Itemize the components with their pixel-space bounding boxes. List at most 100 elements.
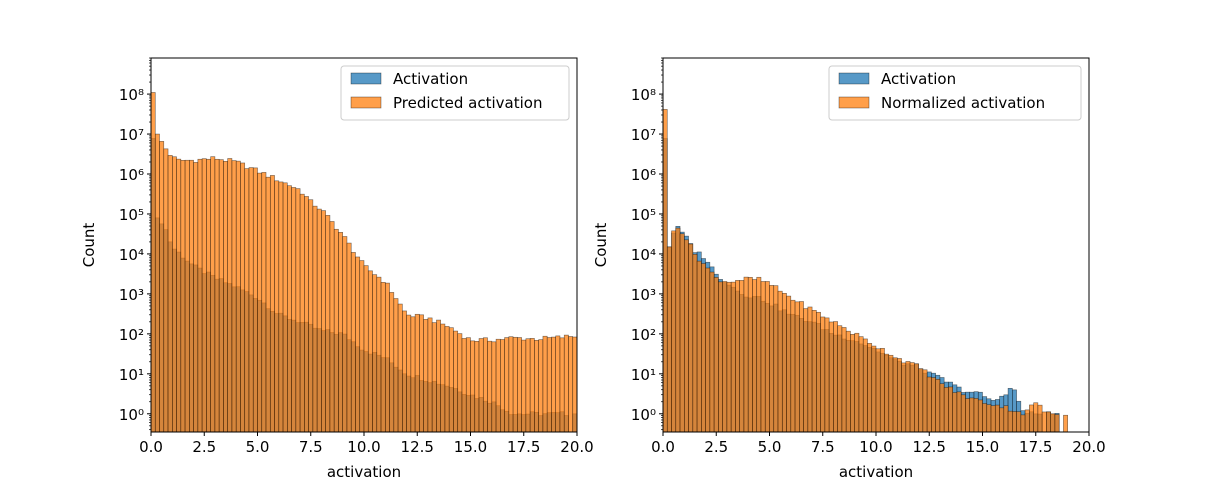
histogram-bar	[512, 336, 518, 433]
histogram-bar	[444, 326, 450, 433]
legend-label: Normalized activation	[881, 94, 1045, 112]
histogram-bar	[312, 205, 318, 433]
histogram-bar	[969, 397, 975, 433]
histogram-bar	[295, 188, 301, 433]
histogram-bar	[210, 156, 216, 433]
y-tick-label: 10²	[119, 326, 144, 344]
histogram-bar	[718, 281, 723, 433]
histogram-bar	[287, 185, 292, 433]
histogram-bar	[461, 338, 467, 433]
histogram-bar	[529, 338, 535, 433]
histogram-bar	[790, 299, 796, 433]
histogram-bar	[662, 109, 668, 433]
histogram-bar	[240, 162, 246, 433]
histogram-bar	[875, 348, 881, 433]
legend-frame	[340, 65, 570, 121]
histogram-bar	[414, 313, 420, 433]
histogram-bar	[189, 159, 194, 433]
histogram-bar	[739, 280, 745, 433]
histogram-bar	[926, 376, 932, 433]
histogram-bar	[764, 281, 770, 433]
histogram-bar	[709, 271, 715, 433]
histogram-bar	[563, 334, 569, 433]
histogram-bar	[252, 167, 258, 433]
histogram-bar	[1024, 409, 1030, 433]
histogram-bar	[376, 276, 382, 433]
histogram-bar	[431, 322, 437, 433]
histogram-bar	[820, 316, 826, 433]
legend-swatch	[838, 96, 870, 109]
histogram-bar	[397, 303, 403, 433]
histogram-bar	[939, 383, 945, 433]
histogram-bar	[1050, 413, 1056, 433]
y-tick-label: 10⁸	[631, 86, 656, 104]
histogram-bar	[214, 158, 220, 433]
histogram-bar	[973, 398, 979, 433]
histogram-bar	[679, 233, 685, 433]
histogram-bar	[828, 321, 834, 433]
histogram-bar	[338, 232, 344, 433]
histogram-bar	[743, 276, 749, 433]
histogram-bar	[329, 221, 335, 433]
legend: Activation Predicted activation	[340, 65, 570, 121]
histogram-bar	[1063, 414, 1068, 433]
histogram-bar	[384, 282, 390, 433]
histogram-bar	[833, 321, 838, 433]
histogram-bar	[705, 267, 711, 433]
histogram-bar	[854, 332, 860, 433]
histogram-bar	[1020, 414, 1026, 433]
histogram-bar	[372, 274, 378, 433]
histogram-bar	[342, 236, 348, 433]
histogram-bar	[692, 253, 698, 433]
histogram-bar	[990, 405, 996, 433]
histogram-bar	[218, 159, 224, 433]
y-tick-label: 10¹	[119, 366, 144, 384]
histogram-bar	[799, 301, 804, 433]
histogram-bar	[389, 292, 395, 433]
histogram-bar	[261, 172, 267, 433]
y-tick-label: 10⁶	[119, 166, 144, 184]
y-axis-label: Count	[592, 223, 610, 268]
histogram-bar	[440, 323, 446, 433]
histogram-bar	[735, 280, 740, 433]
histogram-bar	[666, 246, 672, 433]
x-tick-label: 2.5	[192, 438, 216, 456]
histogram-bar	[197, 158, 203, 433]
histogram-bar	[500, 339, 505, 433]
histogram-bar	[803, 308, 809, 433]
y-tick-label: 10⁸	[119, 86, 144, 104]
histogram-bar	[1037, 404, 1043, 433]
histogram-bar	[355, 256, 361, 433]
series-predicted-activation	[150, 92, 578, 433]
legend-swatch	[350, 96, 382, 109]
x-tick-label: 20.0	[1072, 438, 1105, 456]
y-tick-label: 10⁷	[631, 126, 656, 144]
histogram-bar	[235, 160, 241, 433]
histogram-bar	[683, 239, 689, 433]
histogram-bar	[257, 172, 263, 433]
histogram-bar	[756, 276, 762, 433]
x-tick-label: 12.5	[913, 438, 946, 456]
y-tick-label: 10⁰	[631, 406, 656, 424]
histogram-bar	[568, 336, 574, 433]
y-tick-label: 10⁵	[631, 206, 656, 224]
histogram-bar	[534, 339, 539, 433]
histogram-bar	[304, 196, 309, 433]
x-tick-label: 0.0	[139, 438, 163, 456]
histogram-bar	[845, 330, 851, 433]
histogram-bar	[982, 403, 988, 433]
histogram-bar	[1016, 411, 1022, 433]
y-tick-label: 10⁶	[631, 166, 656, 184]
histogram-bar	[909, 362, 915, 433]
histogram-bar	[1012, 411, 1017, 433]
histogram-bar	[278, 181, 284, 433]
histogram-bar	[888, 354, 894, 433]
histogram-bar	[1007, 410, 1013, 433]
histogram-bar	[918, 368, 924, 433]
histogram-bar	[363, 265, 369, 433]
histogram-bar	[291, 187, 297, 433]
histogram-bar	[406, 314, 412, 433]
histogram-bar	[193, 162, 199, 433]
histogram-bar	[470, 340, 476, 433]
legend-swatch	[350, 72, 382, 85]
